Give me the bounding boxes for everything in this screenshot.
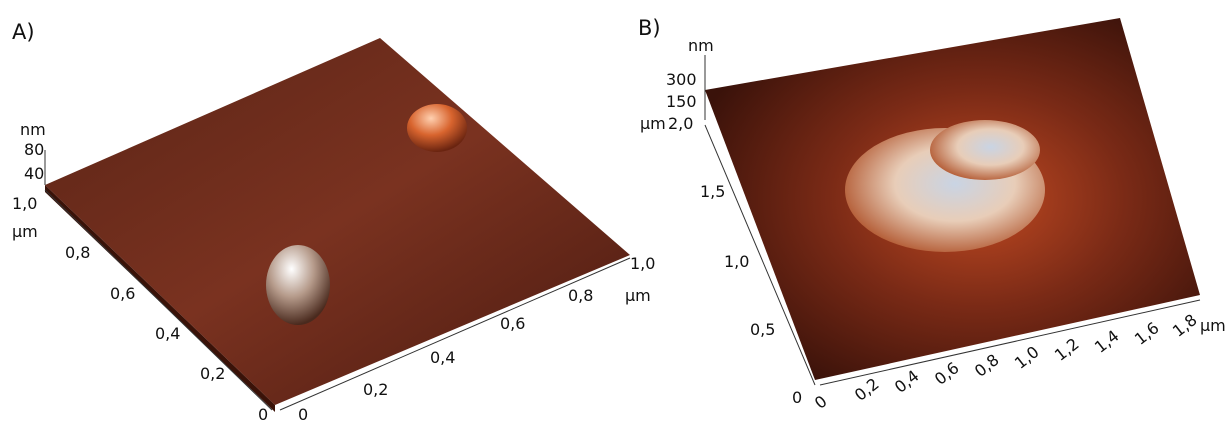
x-unit: µm [1200,318,1226,334]
y-tick-label: 1,0 [724,254,749,270]
y-max: 2,0 [668,116,693,132]
panel-b-surface [705,18,1200,385]
y-tick-label: 0,6 [110,286,135,302]
y-max: 1,0 [12,196,37,212]
figure: A) nm 80 40 1,0 µm B) nm 300 150 µm 2,0 … [0,0,1227,423]
panel-label: A) [12,22,35,43]
y-tick-label: 0,2 [200,366,225,382]
x-tick-label: 1,0 [630,256,655,272]
x-tick-label: 0,8 [568,288,593,304]
y-unit: µm [12,224,38,240]
z-unit: nm [688,38,714,54]
y-tick-label: 0,5 [750,322,775,338]
x-unit: µm [625,288,651,304]
panel-label: B) [638,18,661,39]
y-unit: µm [640,116,666,132]
y-tick-label: 0 [792,390,802,406]
x-tick-label: 0 [298,407,308,423]
y-tick-label: 0,4 [155,326,180,342]
x-tick-label: 0,6 [500,316,525,332]
z-tick: 300 [666,72,697,88]
x-tick-label: 0,4 [430,350,455,366]
x-tick-label: 0,2 [363,382,388,398]
z-tick: 150 [666,94,697,110]
z-tick: 40 [24,166,44,182]
z-unit: nm [20,122,46,138]
y-tick-label: 0 [258,407,268,423]
afm-images [0,0,1227,423]
y-tick-label: 1,5 [700,184,725,200]
panel-a-surface [45,38,630,412]
y-tick-label: 0,8 [65,245,90,261]
z-tick: 80 [24,142,44,158]
